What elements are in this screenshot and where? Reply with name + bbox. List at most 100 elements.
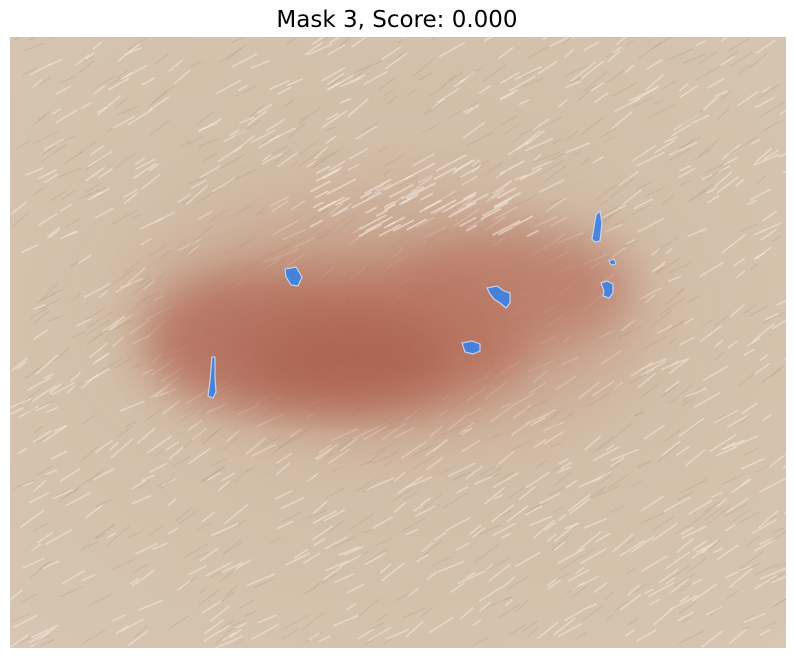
skin-furrow xyxy=(701,174,713,181)
skin-furrow xyxy=(610,178,635,199)
skin-furrow xyxy=(492,522,516,537)
skin-furrow xyxy=(549,37,571,47)
glare-streak xyxy=(309,219,324,228)
skin-furrow xyxy=(131,569,155,587)
skin-furrow xyxy=(132,162,157,179)
skin-furrow xyxy=(269,80,290,90)
skin-furrow xyxy=(775,562,786,568)
glare-streak xyxy=(480,208,502,220)
skin-furrow xyxy=(84,307,106,321)
skin-furrow xyxy=(27,376,52,391)
skin-furrow xyxy=(338,546,360,556)
skin-furrow xyxy=(69,260,80,268)
skin-furrow xyxy=(650,310,673,328)
skin-furrow xyxy=(557,547,586,564)
skin-furrow xyxy=(188,135,205,145)
skin-furrow xyxy=(290,200,306,211)
skin-furrow xyxy=(108,77,130,91)
skin-furrow xyxy=(677,630,705,645)
skin-furrow xyxy=(352,425,380,440)
skin-furrow xyxy=(85,166,106,182)
skin-furrow xyxy=(670,594,699,611)
skin-furrow xyxy=(605,613,615,621)
skin-furrow xyxy=(595,184,617,201)
skin-furrow xyxy=(739,550,764,569)
glare-streak xyxy=(496,187,517,199)
skin-furrow xyxy=(381,425,396,433)
skin-furrow xyxy=(605,592,614,600)
skin-furrow xyxy=(29,563,47,580)
skin-furrow xyxy=(397,175,420,187)
skin-furrow xyxy=(755,147,773,163)
skin-furrow xyxy=(393,502,407,514)
skin-furrow xyxy=(255,208,265,215)
skin-furrow xyxy=(686,557,707,574)
skin-furrow xyxy=(168,446,184,460)
skin-furrow xyxy=(583,71,608,92)
skin-furrow xyxy=(141,474,155,482)
skin-furrow xyxy=(359,598,380,617)
skin-furrow xyxy=(167,498,177,507)
skin-furrow xyxy=(763,149,779,160)
skin-furrow xyxy=(395,50,407,59)
skin-furrow xyxy=(285,552,311,566)
skin-furrow xyxy=(159,478,173,490)
skin-furrow xyxy=(244,466,255,473)
skin-furrow xyxy=(668,48,694,61)
skin-furrow xyxy=(762,120,781,132)
skin-furrow xyxy=(141,77,156,86)
skin-furrow xyxy=(197,137,221,148)
skin-furrow xyxy=(107,532,116,539)
skin-furrow xyxy=(455,542,470,551)
skin-furrow xyxy=(188,419,203,431)
mask-region xyxy=(486,285,511,309)
skin-furrow xyxy=(539,492,561,505)
skin-furrow xyxy=(425,457,444,471)
skin-furrow xyxy=(324,37,330,40)
skin-furrow xyxy=(35,131,59,143)
skin-furrow xyxy=(502,576,516,589)
skin-furrow xyxy=(213,634,228,645)
skin-furrow xyxy=(359,551,369,557)
glare-streak xyxy=(398,197,412,206)
skin-furrow xyxy=(640,360,667,376)
skin-furrow xyxy=(111,558,136,571)
skin-furrow xyxy=(455,486,469,494)
skin-furrow xyxy=(31,111,51,127)
skin-furrow xyxy=(318,635,331,642)
skin-furrow xyxy=(607,45,626,62)
skin-furrow xyxy=(683,318,694,325)
skin-furrow xyxy=(70,372,81,382)
skin-furrow xyxy=(772,320,786,330)
skin-furrow xyxy=(97,94,122,116)
skin-furrow xyxy=(744,446,762,456)
skin-furrow xyxy=(459,421,475,435)
skin-furrow xyxy=(142,368,154,375)
skin-furrow xyxy=(138,599,164,611)
skin-furrow xyxy=(189,225,213,246)
skin-furrow xyxy=(533,519,555,539)
skin-furrow xyxy=(473,637,489,646)
skin-furrow xyxy=(535,459,548,470)
skin-furrow xyxy=(440,465,457,475)
skin-furrow xyxy=(612,81,639,97)
skin-furrow xyxy=(393,426,416,439)
glare-streak xyxy=(315,165,331,175)
skin-furrow xyxy=(742,625,752,630)
skin-furrow xyxy=(123,261,140,274)
skin-furrow xyxy=(678,481,704,494)
skin-furrow xyxy=(40,144,66,163)
skin-furrow xyxy=(488,563,512,582)
skin-furrow xyxy=(681,110,703,125)
skin-furrow xyxy=(207,426,224,439)
skin-furrow xyxy=(759,537,773,546)
skin-furrow xyxy=(321,110,348,128)
skin-furrow xyxy=(251,443,276,457)
skin-furrow xyxy=(653,99,665,105)
skin-furrow xyxy=(624,64,635,73)
skin-furrow xyxy=(743,303,758,314)
skin-furrow xyxy=(199,547,219,562)
skin-furrow xyxy=(704,506,724,521)
skin-furrow xyxy=(28,492,50,504)
skin-furrow xyxy=(547,487,565,496)
